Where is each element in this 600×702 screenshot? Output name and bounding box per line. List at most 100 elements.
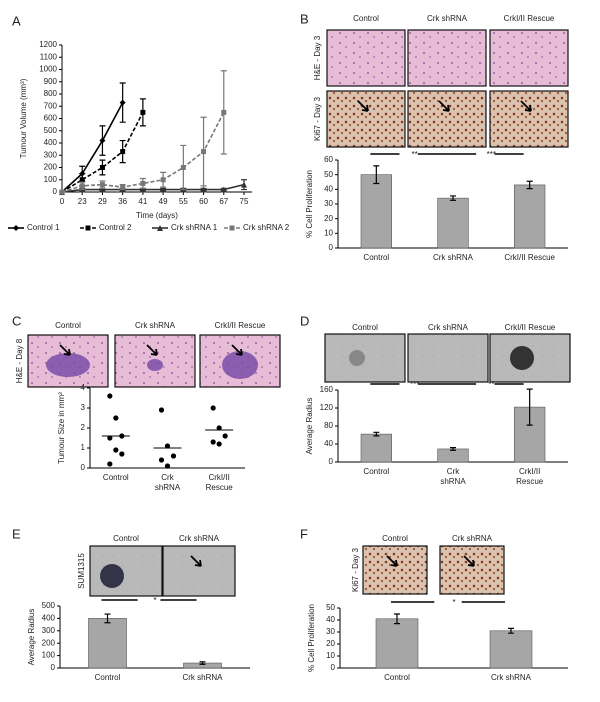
panel-label: B [300,11,309,26]
tumour [46,353,90,377]
x-tick-label: Crk shRNA [182,673,223,682]
y-tick-label: 0 [331,663,336,672]
point [210,405,216,411]
marker [180,165,186,170]
marker [160,177,166,183]
arrow [463,555,475,567]
x-tick-label: CrkI/II Rescue [516,467,544,486]
y-tick-label: 4 [81,383,86,392]
y-axis-label: Average Radius [305,398,314,455]
micrograph [407,29,487,87]
x-tick-label: 41 [138,197,147,206]
image-column-label: Crk shRNA [452,534,493,543]
x-tick-label: Control [384,673,410,682]
error-bar [508,627,514,634]
marker [59,189,65,195]
point [164,443,171,449]
x-tick-label: Control [103,473,129,482]
point [216,425,222,431]
image-row-label: Ki67 - Day 3 [313,96,322,141]
y-tick-label: 1200 [39,40,57,49]
x-tick-label: Crk shRNA [440,467,466,486]
bar [360,174,392,249]
y-tick-label: 160 [320,385,334,394]
y-tick-label: 20 [324,214,333,223]
image-row-label: Ki67 - Day 3 [351,547,360,592]
legend-label: Control 2 [99,223,132,232]
error-bar [450,195,456,201]
bar [489,630,533,669]
x-tick-label: 75 [240,197,249,206]
colony [100,564,124,588]
marker [99,182,105,188]
point [107,461,113,467]
y-tick-label: 40 [326,615,335,624]
x-tick-label: Crk shRNA [491,673,532,682]
y-tick-label: 60 [324,155,333,164]
x-tick-label: 29 [98,197,107,206]
y-tick-label: 50 [326,603,335,612]
image-column-label: CrkI/II Rescue [504,14,555,23]
image-column-label: CrkI/II Rescue [215,321,266,330]
marker [220,186,227,193]
point [222,433,228,439]
point [170,453,177,459]
arrow [190,555,202,567]
x-axis-label: Time (days) [136,211,178,220]
y-tick-label: 0 [53,187,58,196]
image-column-label: Control [382,534,408,543]
y-tick-label: 40 [324,439,333,448]
y-tick-label: 1 [81,443,86,452]
micrograph [362,545,428,595]
micrograph [407,333,489,383]
marker [79,177,85,183]
y-tick-label: 0 [81,463,86,472]
y-axis-label: Tumour Volume (mm³) [19,78,28,158]
marker [99,186,106,193]
micrograph [407,90,487,148]
x-tick-label: 67 [219,197,228,206]
x-tick-label: 36 [118,197,127,206]
y-axis-label: % Cell Proliferation [307,604,316,672]
x-tick-label: Control [363,253,389,262]
arrow [231,344,243,356]
significance-label: *** [487,150,496,159]
y-axis-label: Tumour Size in mm² [57,392,66,464]
y-tick-label: 500 [44,126,58,135]
image-column-label: CrkI/II Rescue [505,323,556,332]
point [158,457,165,463]
y-tick-label: 900 [44,77,58,86]
arrow [520,100,532,112]
panel-label: E [12,526,21,541]
marker [221,109,227,115]
marker [160,186,167,193]
legend-label: Crk shRNA 2 [243,223,290,232]
error-bar [104,613,111,624]
y-tick-label: 30 [324,199,333,208]
error-bar [199,661,206,665]
point [210,439,216,445]
bar [437,448,469,463]
marker [13,225,19,231]
y-tick-label: 400 [44,138,58,147]
colony [510,346,534,370]
significance-label: ** [412,150,418,159]
error-bar [394,613,400,625]
x-tick-label: 49 [159,197,168,206]
marker [200,186,207,193]
significance-label: *** [410,380,419,389]
x-tick-label: Crk shRNA [433,253,474,262]
significance-label: * [452,598,455,607]
y-tick-label: 800 [44,89,58,98]
x-tick-label: 60 [199,197,208,206]
significance-label: ** [488,380,494,389]
y-tick-label: 0 [51,663,56,672]
micrograph [162,545,236,597]
image-column-label: Control [55,321,81,330]
x-tick-label: CrkI/II Rescue [206,473,234,492]
error-bar [526,388,533,426]
point [113,447,119,453]
arrow [59,344,71,356]
